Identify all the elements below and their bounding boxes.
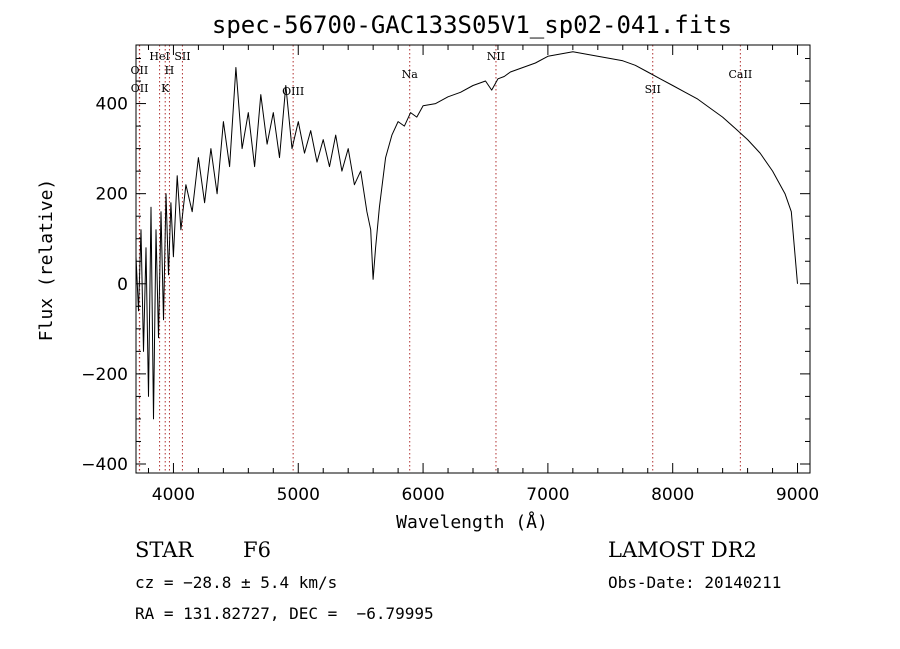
line-marker-label: CaII [729, 68, 753, 81]
spectrum-series-line [135, 51, 798, 420]
y-tick-label: −400 [81, 455, 128, 475]
object-subclass: F6 [243, 538, 271, 562]
line-marker-label: H [165, 64, 175, 77]
x-tick-label: 8000 [651, 485, 694, 505]
ra-dec-coordinates: RA = 131.82727, DEC = −6.79995 [135, 604, 434, 623]
line-marker-label: HeI [149, 50, 169, 63]
line-marker-label: NII [487, 50, 505, 63]
y-tick-label: −200 [81, 365, 128, 385]
line-marker-label: SII [174, 50, 190, 63]
y-tick-label: 0 [117, 275, 128, 295]
object-class: STAR [135, 538, 194, 562]
x-axis-label: Wavelength (Å) [396, 511, 548, 533]
survey-name: LAMOST DR2 [608, 538, 757, 562]
series-layer [135, 51, 798, 420]
line-marker-label: Na [402, 68, 419, 81]
x-tick-label: 6000 [401, 485, 444, 505]
y-tick-label: 200 [96, 185, 128, 205]
observation-date: Obs-Date: 20140211 [608, 573, 781, 592]
line-marker-label: SII [645, 83, 661, 96]
redshift-velocity: cz = −28.8 ± 5.4 km/s [135, 573, 337, 592]
line-marker-label: K [161, 82, 170, 95]
chart-title: spec-56700-GAC133S05V1_sp02-041.fits [212, 11, 732, 39]
x-tick-label: 4000 [152, 485, 195, 505]
x-tick-label: 9000 [776, 485, 819, 505]
y-axis-label: Flux (relative) [36, 179, 57, 342]
x-tick-label: 5000 [277, 485, 320, 505]
axis-tick-labels: 4000 5000 6000 7000 8000 9000 −400 −200 0 200 400 [81, 95, 819, 505]
axis-ticks [136, 45, 810, 473]
x-tick-label: 7000 [526, 485, 569, 505]
line-marker-label: OIII [282, 85, 304, 98]
line-marker-label: OII [131, 82, 149, 95]
spectrum-info: STAR F6 LAMOST DR2 cz = −28.8 ± 5.4 km/s… [135, 538, 781, 623]
y-tick-label: 400 [96, 95, 128, 115]
plot-frame [135, 44, 811, 474]
